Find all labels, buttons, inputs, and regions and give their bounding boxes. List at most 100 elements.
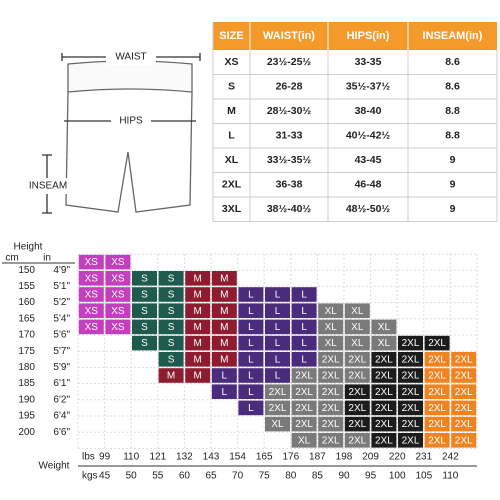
size-cell-label: L [248,338,254,349]
size-cell-label: 2XL [375,354,393,365]
size-cell [291,287,317,302]
size-cell-label: L [222,371,228,382]
kgs-tick: 100 [389,471,406,482]
kgs-tick: 60 [179,471,191,482]
size-cell [265,287,290,302]
size-cell [398,352,423,367]
size-cell-label: XS [85,290,99,301]
table-cell: L [228,130,235,142]
in-tick: 5'7" [53,346,70,357]
weight-label: Weight [39,461,70,472]
size-cell-label: XS [85,322,99,333]
size-cell-label: 2XL [402,403,420,414]
waist-label: WAIST [115,52,146,63]
size-cell-label: XS [111,322,125,333]
size-cell [344,416,370,432]
size-cell-label: XS [85,306,99,317]
size-cell-label: L [248,306,254,317]
in-tick: 6'2" [53,394,70,405]
header-bg [213,22,497,50]
size-cell [211,271,237,286]
size-cell [105,319,131,335]
size-cell [158,335,184,351]
size-cell [344,319,370,335]
lbs-tick: 176 [282,452,299,463]
size-cell-label: XS [111,290,125,301]
size-cell [398,400,423,416]
size-cell [451,433,477,448]
table-cell: 23½-25½ [267,56,312,68]
lbs-tick: 154 [229,452,246,463]
size-cell [185,319,211,335]
cm-tick: 165 [18,313,35,324]
size-cell-label: L [301,306,307,317]
size-cell-label: XL [378,322,391,333]
size-cell-label: XS [111,273,125,284]
size-cell-label: L [301,354,307,365]
size-cell [371,384,397,399]
size-cell [291,433,317,448]
size-cell [211,368,237,383]
size-cell [238,319,264,335]
cm-tick: 185 [18,378,35,389]
size-cell [424,416,450,432]
size-cell [132,303,157,318]
size-cell-label: 2XL [455,403,473,414]
size-cell-label: L [275,371,281,382]
size-cell [185,335,211,351]
cm-tick: 190 [18,394,35,405]
size-cell-label: XL [298,435,311,446]
size-cell [371,416,397,432]
size-cell [291,335,317,351]
in-tick: 5'4" [53,313,70,324]
table-cell: 33½-35½ [267,154,312,166]
size-cell-label: S [168,306,175,317]
waist-box [106,49,156,65]
size-cell [344,400,370,416]
hips-box [111,114,151,128]
size-cell [398,433,423,448]
size-cell-label: 2XL [269,387,287,398]
kgs-label: kgs [82,471,98,482]
size-cell-label: 2XL [322,354,340,365]
size-cell [158,287,184,302]
size-cell [291,400,317,416]
size-cell-label: 2XL [428,338,446,349]
size-cell-label: 2XL [428,419,446,430]
kgs-tick: 105 [415,471,432,482]
height-label: Height [14,242,43,253]
size-cell [78,303,104,318]
size-cell-label: M [194,290,202,301]
inseam-label: INSEAM [29,181,67,192]
size-cell-label: 2XL [295,387,313,398]
lbs-tick: 132 [176,452,193,463]
kgs-tick: 45 [99,471,111,482]
size-cell [78,254,104,270]
size-cell-label: XS [111,306,125,317]
size-cell [78,287,104,302]
size-cell-label: L [301,290,307,301]
size-cell [424,352,450,367]
in-tick: 6'4" [53,411,70,422]
size-cell-label: 2XL [428,387,446,398]
size-cell [451,416,477,432]
size-cell-label: 2XL [295,403,313,414]
table-cell: XS [224,56,238,68]
size-cell [398,368,423,383]
size-cell [344,303,370,318]
table-cell: 8.8 [445,105,460,117]
size-cell-label: M [194,273,202,284]
size-table: SIZE WAIST(in) HIPS(in) INSEAM(in) XS 23½-25½… [212,22,498,222]
size-cell [238,335,264,351]
size-cell [318,384,344,399]
table-cell: 38-40 [355,105,382,117]
size-cell [265,352,290,367]
size-cell-label: 2XL [375,371,393,382]
size-cell-label: XL [271,419,284,430]
lbs-tick: 165 [256,452,273,463]
size-cell [105,287,131,302]
lbs-tick: 209 [362,452,379,463]
kgs-tick: 90 [338,471,350,482]
header-cell: HIPS(in) [347,30,390,42]
